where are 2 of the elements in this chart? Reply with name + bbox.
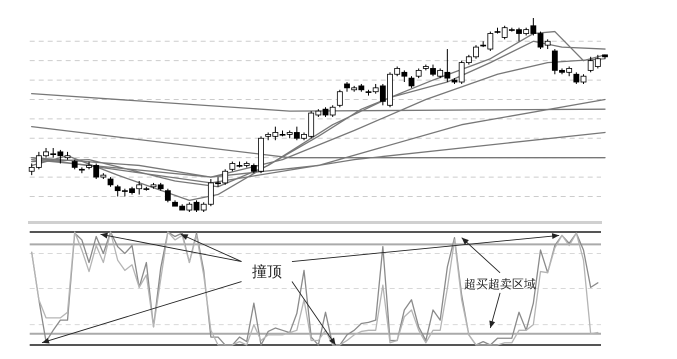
annotation: 超买超卖区域: [464, 276, 536, 291]
annotation: 撞顶: [252, 262, 282, 281]
